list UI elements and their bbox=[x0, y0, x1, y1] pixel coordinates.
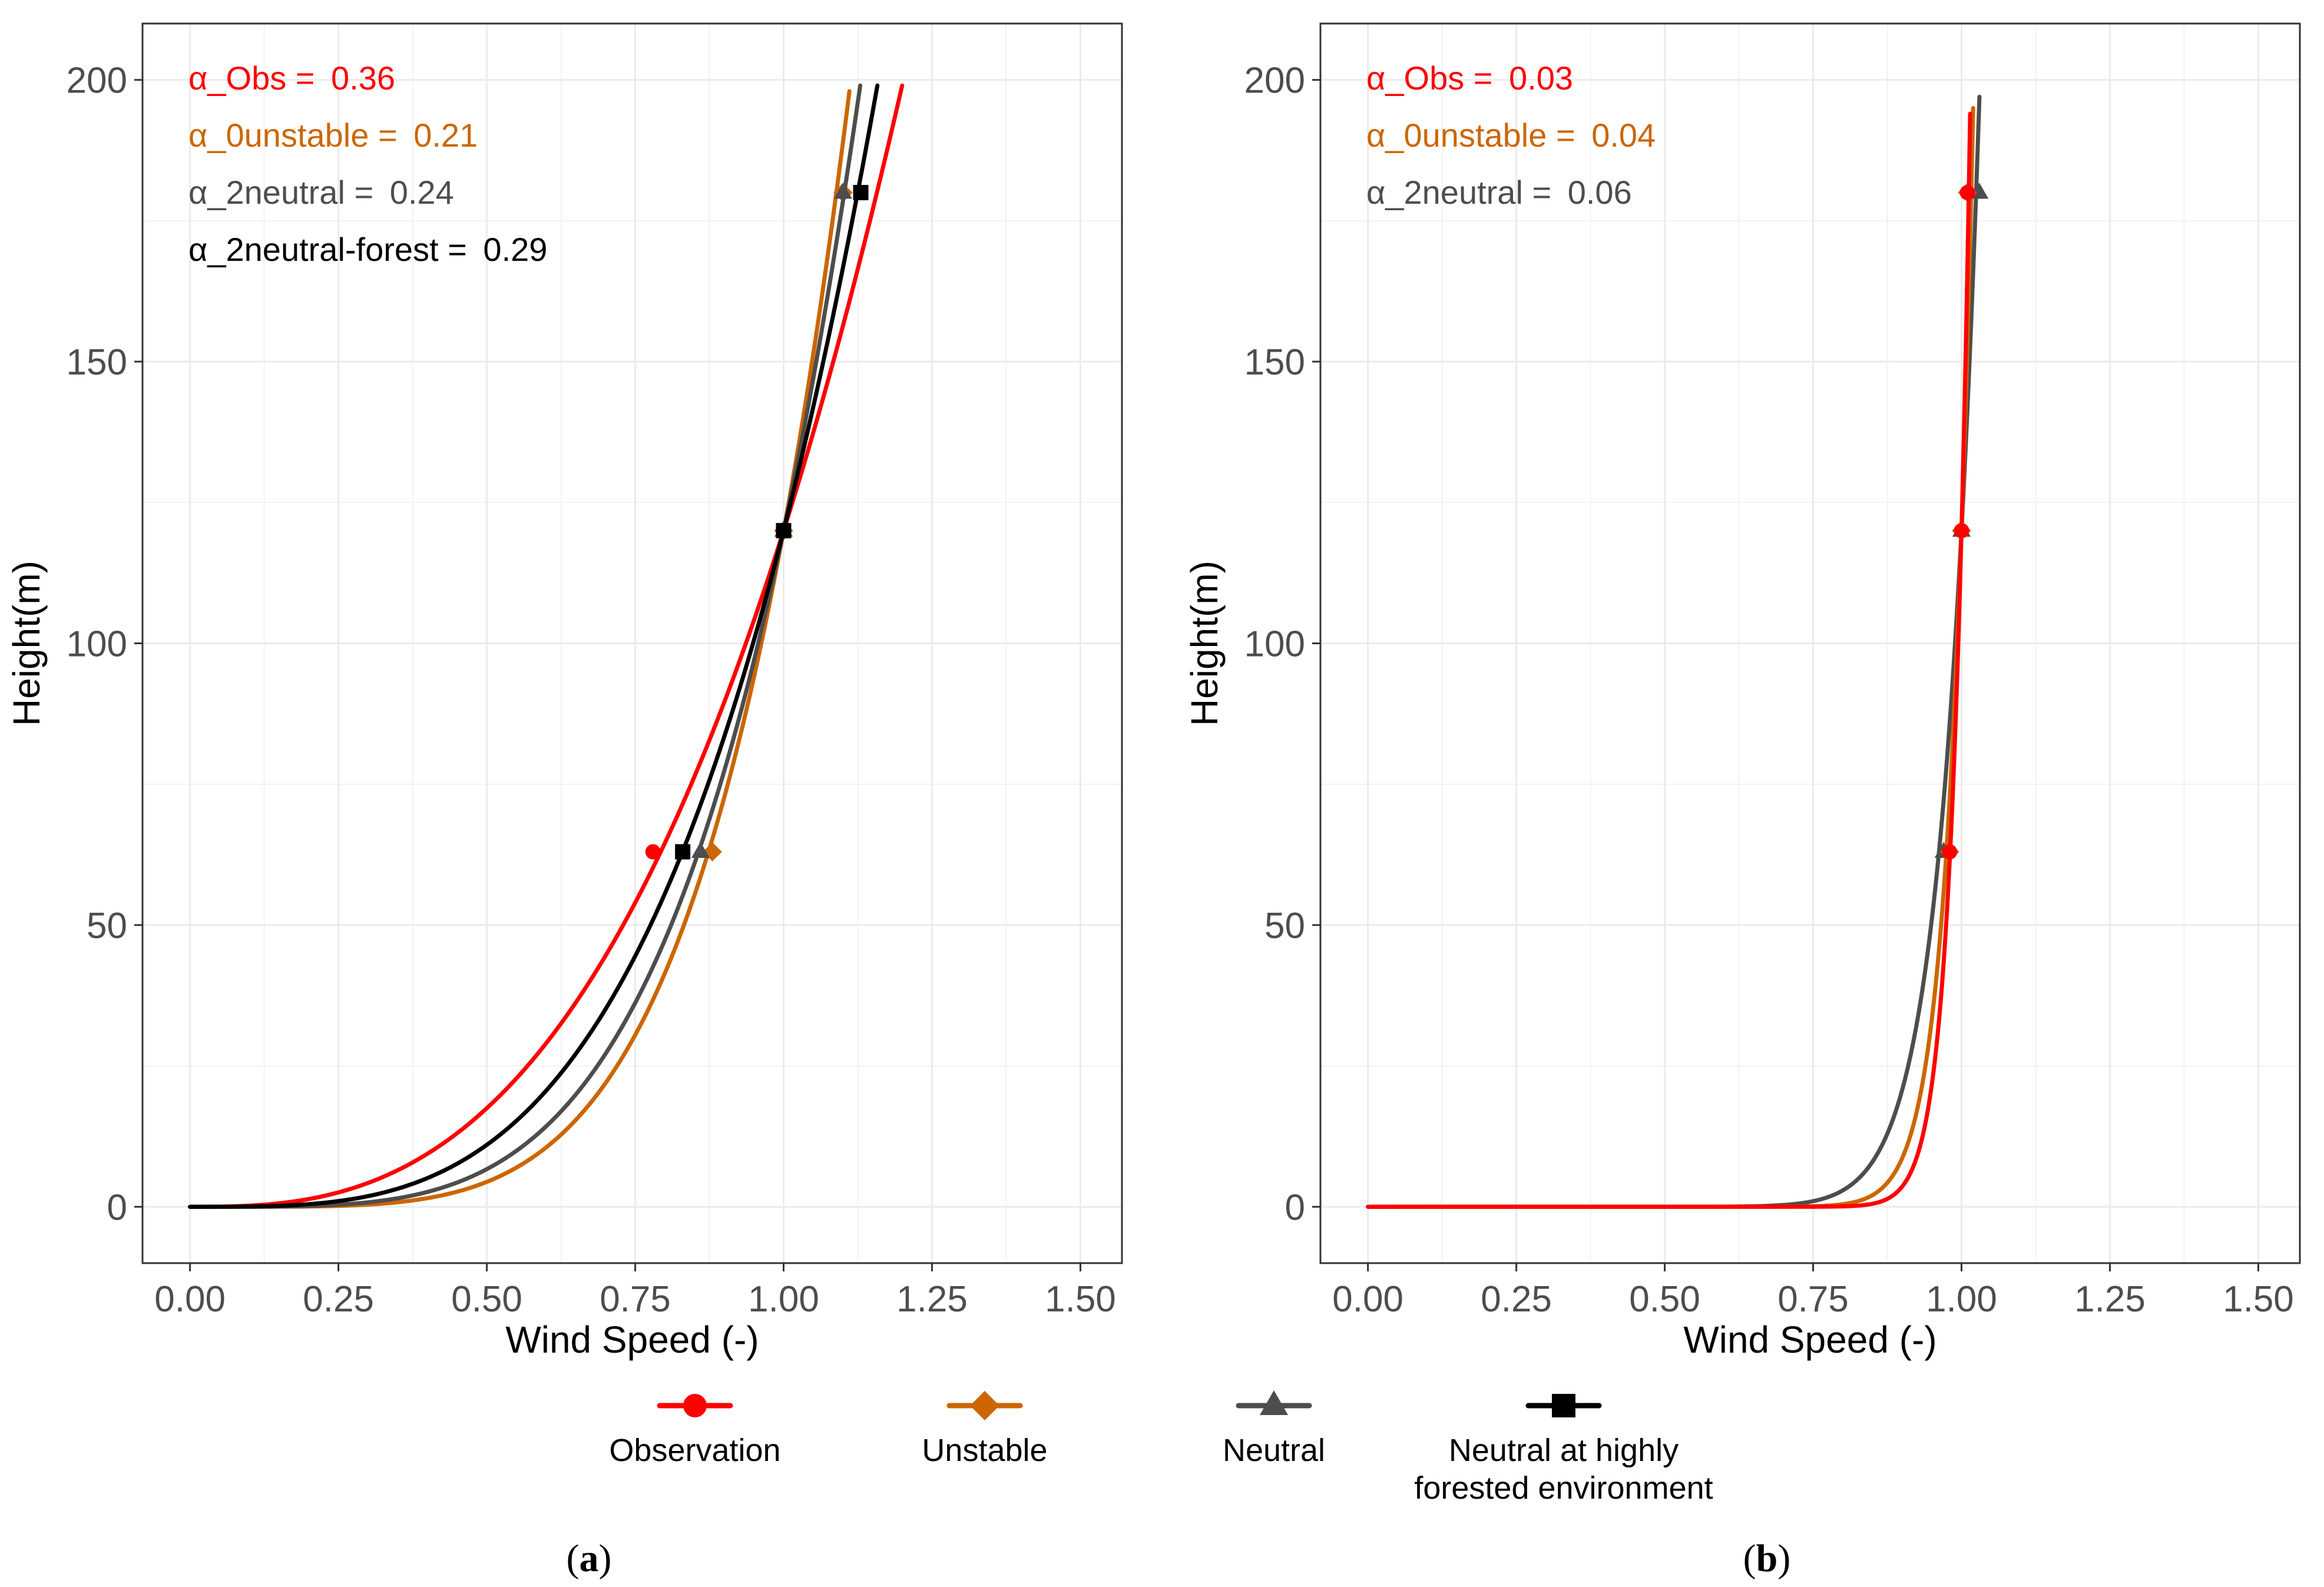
alpha-annotation-label: α_Obs = bbox=[1366, 59, 1502, 97]
data-point-square bbox=[675, 844, 691, 860]
y-tick-label: 50 bbox=[1264, 906, 1305, 946]
x-tick-label: 0.50 bbox=[1629, 1279, 1700, 1320]
x-axis-title: Wind Speed (-) bbox=[1683, 1318, 1936, 1361]
legend-label: Observation bbox=[609, 1433, 780, 1468]
alpha-annotation-label: α_2neutral-forest = bbox=[188, 231, 476, 268]
panel-label-open: ( bbox=[567, 1537, 580, 1580]
alpha-annotation: α_2neutral = 0.06 bbox=[1366, 174, 1632, 211]
y-tick-label: 100 bbox=[67, 624, 127, 665]
alpha-annotation-value: 0.06 bbox=[1568, 174, 1632, 211]
panel-label-close: ) bbox=[599, 1537, 612, 1580]
y-tick-label: 50 bbox=[87, 906, 127, 946]
y-tick-label: 200 bbox=[67, 61, 127, 101]
x-tick-label: 1.25 bbox=[896, 1279, 968, 1320]
x-tick-label: 0.75 bbox=[600, 1279, 671, 1320]
y-tick-label: 200 bbox=[1244, 61, 1305, 101]
alpha-annotation-value: 0.36 bbox=[331, 59, 395, 97]
series-line bbox=[188, 89, 852, 1209]
y-tick-label: 150 bbox=[1244, 342, 1305, 383]
x-axis-title: Wind Speed (-) bbox=[505, 1318, 759, 1361]
x-tick-label: 1.50 bbox=[1045, 1279, 1116, 1320]
legend-label: Neutral at highly bbox=[1449, 1433, 1679, 1468]
legend-item-diamond: Unstable bbox=[922, 1391, 1048, 1468]
alpha-annotation: α_2neutral = 0.24 bbox=[188, 174, 454, 211]
alpha-annotation-value: 0.21 bbox=[413, 117, 478, 154]
alpha-annotation-label: α_Obs = bbox=[188, 59, 324, 97]
series-line bbox=[188, 83, 863, 1209]
legend-item-triangle: Neutral bbox=[1223, 1390, 1325, 1468]
alpha-annotation: α_0unstable = 0.21 bbox=[188, 117, 478, 154]
x-tick-label: 1.25 bbox=[2074, 1279, 2146, 1320]
alpha-annotation: α_Obs = 0.03 bbox=[1366, 59, 1573, 97]
legend-key-diamond bbox=[970, 1391, 999, 1420]
series-circle bbox=[1366, 111, 1975, 1209]
grid bbox=[143, 24, 1122, 1263]
alpha-annotation-label: α_2neutral = bbox=[188, 174, 383, 211]
x-tick-label: 1.50 bbox=[2223, 1279, 2294, 1320]
panel-b: 0.00 0.25 0.50 0.75 1.00 1.25 1.50 0 50 100 150 200… bbox=[1183, 22, 2301, 1580]
data-point-circle bbox=[1954, 523, 1969, 539]
x-tick-label: 1.00 bbox=[1926, 1279, 1997, 1320]
panel-label-letter: a bbox=[580, 1537, 599, 1580]
alpha-annotation-value: 0.24 bbox=[390, 174, 454, 211]
data-point-triangle bbox=[691, 841, 710, 858]
panel-label: (b) bbox=[1743, 1537, 1791, 1580]
y-axis-title: Height(m) bbox=[5, 561, 48, 726]
x-tick-label: 0.25 bbox=[1481, 1279, 1552, 1320]
data-point-square bbox=[853, 185, 869, 201]
legend: Observation Unstable Neutral Neutral at hig… bbox=[609, 1390, 1713, 1506]
y-tick-label: 0 bbox=[107, 1187, 127, 1228]
alpha-annotation-value: 0.03 bbox=[1509, 59, 1573, 97]
panel-label: (a) bbox=[567, 1537, 612, 1580]
x-tick-label: 0.75 bbox=[1777, 1279, 1849, 1320]
alpha-annotation-label: α_0unstable = bbox=[188, 117, 406, 154]
alpha-annotation-label: α_2neutral = bbox=[1366, 174, 1561, 211]
panel-label-open: ( bbox=[1743, 1537, 1756, 1580]
alpha-annotation-label: α_0unstable = bbox=[1366, 117, 1584, 154]
x-tick-label: 0.25 bbox=[303, 1279, 374, 1320]
data-point-square bbox=[776, 523, 792, 539]
legend-key-triangle bbox=[1260, 1390, 1288, 1415]
legend-label: Unstable bbox=[922, 1433, 1047, 1468]
x-tick-label: 0.00 bbox=[1332, 1279, 1403, 1320]
alpha-annotation: α_0unstable = 0.04 bbox=[1366, 117, 1656, 154]
legend-item-circle: Observation bbox=[609, 1394, 781, 1468]
legend-key-square bbox=[1552, 1394, 1575, 1417]
legend-label: forested environment bbox=[1414, 1470, 1713, 1506]
panel-label-letter: b bbox=[1756, 1537, 1778, 1580]
alpha-annotation-value: 0.29 bbox=[483, 231, 547, 268]
data-point-circle bbox=[1959, 185, 1975, 201]
data-point-circle bbox=[645, 844, 661, 860]
series-line bbox=[1366, 94, 1982, 1209]
alpha-annotation: α_Obs = 0.36 bbox=[188, 59, 395, 97]
x-tick-label: 0.50 bbox=[451, 1279, 522, 1320]
x-tick-label: 0.00 bbox=[154, 1279, 226, 1320]
panel-border bbox=[141, 22, 1123, 1264]
y-tick-label: 0 bbox=[1285, 1187, 1305, 1228]
data-point-circle bbox=[1942, 844, 1958, 860]
legend-label: Neutral bbox=[1223, 1433, 1325, 1468]
alpha-annotation: α_2neutral-forest = 0.29 bbox=[188, 231, 547, 268]
legend-key-circle bbox=[683, 1394, 707, 1417]
panel-a: 0.00 0.25 0.50 0.75 1.00 1.25 1.50 0 50 100 150 200… bbox=[5, 22, 1123, 1580]
data-point-triangle bbox=[833, 183, 852, 199]
panel-label-close: ) bbox=[1777, 1537, 1790, 1580]
y-tick-label: 150 bbox=[67, 342, 127, 383]
panel-border bbox=[1319, 22, 2301, 1264]
series-square bbox=[188, 83, 880, 1209]
y-tick-label: 100 bbox=[1244, 624, 1305, 665]
series-line bbox=[188, 83, 905, 1209]
x-tick-label: 1.00 bbox=[748, 1279, 819, 1320]
alpha-annotation-value: 0.04 bbox=[1591, 117, 1656, 154]
grid bbox=[1320, 24, 2300, 1263]
series-line bbox=[188, 83, 880, 1209]
y-axis-title: Height(m) bbox=[1183, 561, 1226, 726]
